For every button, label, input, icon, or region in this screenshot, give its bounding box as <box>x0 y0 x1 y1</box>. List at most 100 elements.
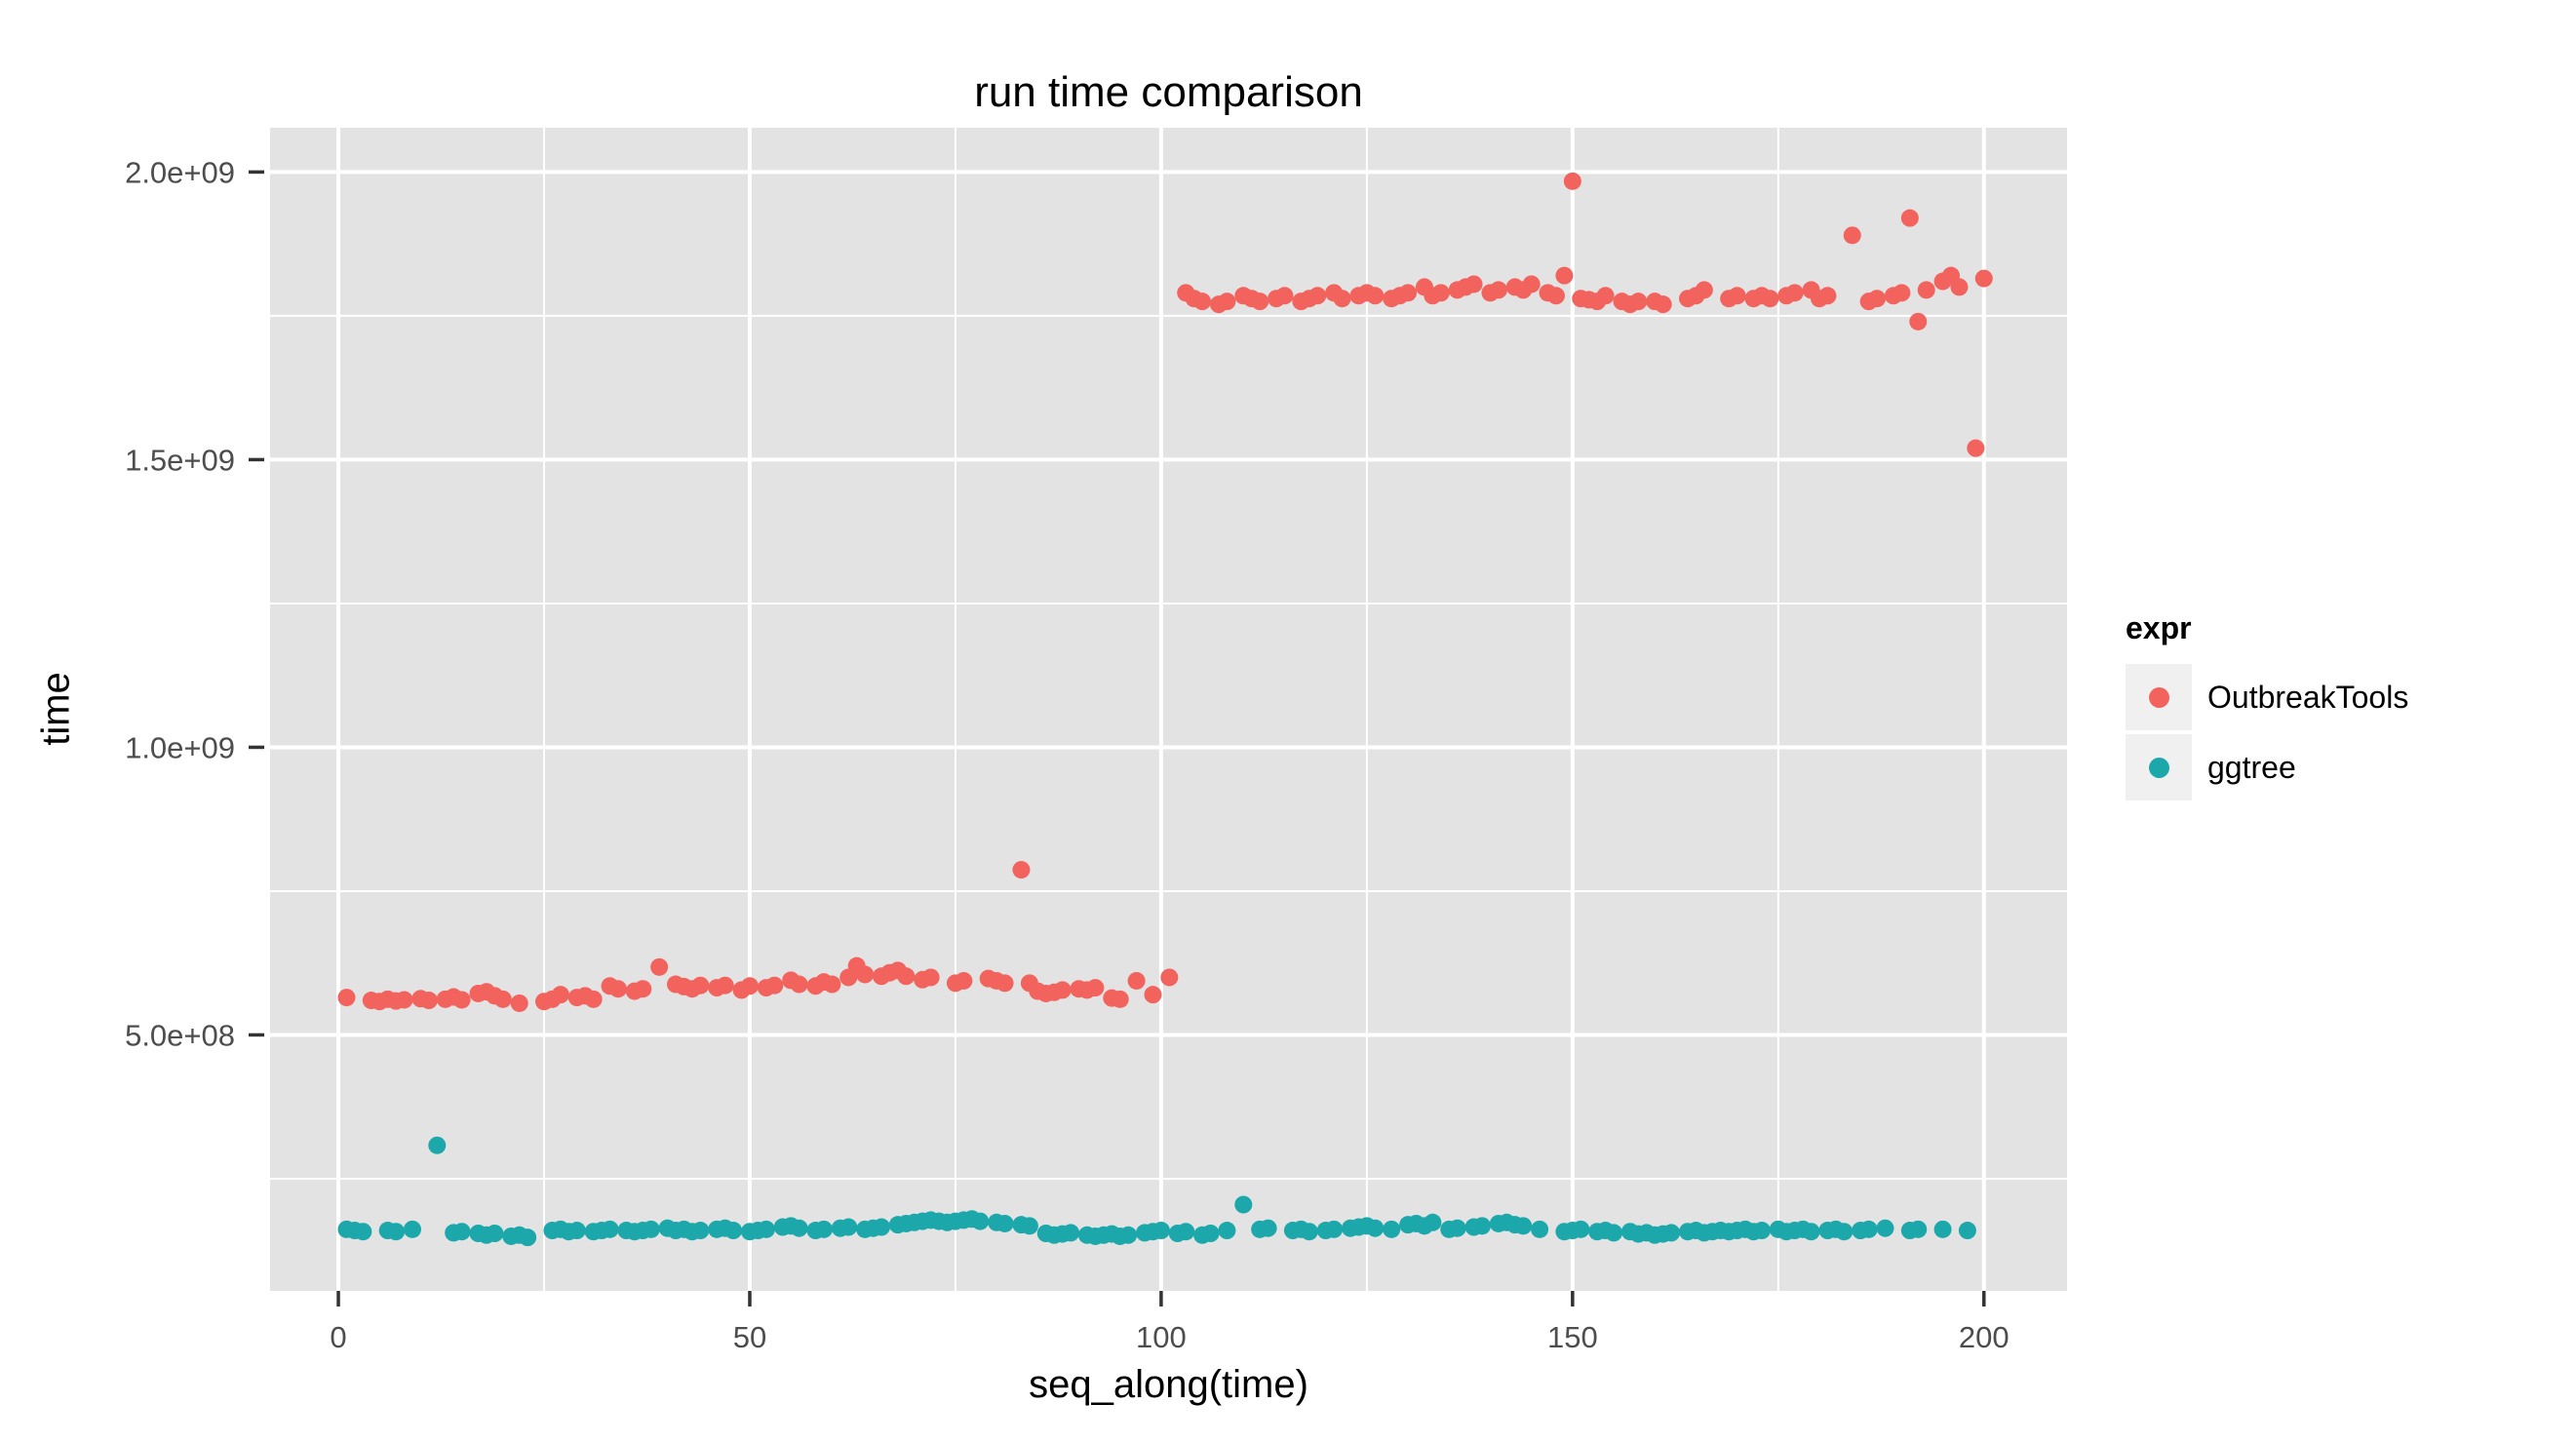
chart-title: run time comparison <box>974 68 1363 116</box>
data-point-ggtree <box>1752 1222 1771 1240</box>
data-point-ggtree <box>872 1218 890 1236</box>
data-point-ggtree <box>1366 1219 1385 1237</box>
data-point-outbreaktools <box>1909 312 1928 331</box>
x-tick-label: 0 <box>330 1320 346 1354</box>
data-point-outbreaktools <box>1654 295 1672 314</box>
data-point-ggtree <box>403 1220 421 1238</box>
data-point-outbreaktools <box>1950 278 1969 296</box>
data-point-outbreaktools <box>897 967 916 986</box>
data-point-outbreaktools <box>1728 287 1746 305</box>
data-point-outbreaktools <box>921 968 940 987</box>
data-point-ggtree <box>691 1222 710 1240</box>
data-point-ggtree <box>1605 1224 1623 1242</box>
data-point-outbreaktools <box>419 992 438 1010</box>
data-point-outbreaktools <box>1974 269 1993 288</box>
legend: expr OutbreakTools ggtree <box>2126 610 2408 804</box>
data-point-outbreaktools <box>1275 287 1294 305</box>
data-point-ggtree <box>1424 1213 1442 1231</box>
data-point-outbreaktools <box>1086 979 1105 997</box>
data-point-ggtree <box>354 1223 372 1241</box>
data-point-ggtree <box>486 1224 504 1242</box>
data-point-ggtree <box>387 1223 406 1241</box>
data-point-outbreaktools <box>1629 292 1648 311</box>
data-point-outbreaktools <box>395 991 413 1009</box>
data-point-ggtree <box>1151 1222 1170 1240</box>
data-point-outbreaktools <box>1012 861 1031 879</box>
data-point-ggtree <box>1218 1222 1236 1240</box>
data-point-ggtree <box>1958 1222 1976 1240</box>
data-point-outbreaktools <box>1308 287 1327 305</box>
y-axis-title: time <box>34 672 78 746</box>
data-point-ggtree <box>724 1222 743 1240</box>
data-point-ggtree <box>1802 1223 1820 1241</box>
y-tick-label: 1.5e+09 <box>125 443 235 477</box>
x-tick-label: 100 <box>1136 1320 1187 1354</box>
data-point-outbreaktools <box>856 965 875 984</box>
data-point-ggtree <box>1325 1220 1344 1238</box>
data-point-outbreaktools <box>1893 284 1911 302</box>
data-point-outbreaktools <box>1053 981 1072 999</box>
data-point-outbreaktools <box>1144 986 1162 1004</box>
data-point-ggtree <box>1662 1224 1681 1242</box>
data-point-ggtree <box>1572 1220 1590 1238</box>
data-point-ggtree <box>839 1218 858 1236</box>
data-point-outbreaktools <box>1761 290 1779 308</box>
data-point-ggtree <box>995 1214 1014 1232</box>
data-point-ggtree <box>1259 1219 1277 1237</box>
x-axis-title: seq_along(time) <box>1029 1363 1308 1406</box>
data-point-outbreaktools <box>1917 281 1935 299</box>
data-point-ggtree <box>1062 1224 1080 1242</box>
data-point-ggtree <box>1119 1226 1138 1244</box>
data-point-outbreaktools <box>1818 287 1837 305</box>
data-point-outbreaktools <box>1596 287 1615 305</box>
data-point-outbreaktools <box>765 976 784 994</box>
data-point-outbreaktools <box>790 975 808 994</box>
data-point-ggtree <box>1531 1220 1549 1238</box>
legend-entry-ggtree: ggtree <box>2126 734 2408 800</box>
y-tick-label: 1.0e+09 <box>125 730 235 764</box>
data-point-outbreaktools <box>1399 284 1418 302</box>
data-point-ggtree <box>1383 1220 1401 1238</box>
data-point-ggtree <box>814 1220 833 1238</box>
data-point-outbreaktools <box>1366 287 1385 305</box>
data-point-outbreaktools <box>1431 284 1450 302</box>
data-point-outbreaktools <box>1546 287 1565 305</box>
data-point-outbreaktools <box>823 975 841 994</box>
data-point-ggtree <box>1514 1217 1533 1235</box>
data-point-ggtree <box>519 1228 537 1247</box>
data-point-outbreaktools <box>1843 226 1861 245</box>
data-point-ggtree <box>790 1219 808 1237</box>
data-point-ggtree <box>1201 1224 1220 1242</box>
data-point-outbreaktools <box>1555 266 1574 285</box>
data-point-outbreaktools <box>584 990 603 1008</box>
data-point-outbreaktools <box>1967 439 1985 457</box>
legend-entry-outbreaktools: OutbreakTools <box>2126 664 2408 730</box>
data-point-outbreaktools <box>1563 172 1581 190</box>
x-tick-label: 150 <box>1547 1320 1598 1354</box>
legend-key-ggtree <box>2126 734 2192 800</box>
plot-panel <box>270 128 2067 1291</box>
data-point-ggtree <box>428 1136 447 1154</box>
data-point-ggtree <box>642 1220 660 1238</box>
data-point-outbreaktools <box>995 974 1014 993</box>
x-tick-label: 200 <box>1959 1320 2010 1354</box>
legend-dot-outbreaktools-icon <box>2148 686 2169 708</box>
data-point-outbreaktools <box>1111 990 1129 1008</box>
data-point-outbreaktools <box>493 990 512 1008</box>
data-point-outbreaktools <box>1251 292 1269 311</box>
data-point-outbreaktools <box>1218 292 1236 311</box>
data-point-ggtree <box>1835 1223 1854 1241</box>
data-point-outbreaktools <box>1900 209 1919 227</box>
x-tick-label: 50 <box>733 1320 766 1354</box>
legend-dot-ggtree-icon <box>2148 757 2169 778</box>
data-point-outbreaktools <box>1695 281 1713 299</box>
data-point-outbreaktools <box>452 991 471 1009</box>
data-point-outbreaktools <box>955 971 973 990</box>
data-point-ggtree <box>1909 1220 1928 1238</box>
legend-label-ggtree: ggtree <box>2207 749 2296 785</box>
data-point-outbreaktools <box>1785 284 1804 302</box>
data-point-ggtree <box>567 1222 586 1240</box>
data-point-ggtree <box>1859 1220 1878 1238</box>
data-point-ggtree <box>1876 1219 1894 1237</box>
